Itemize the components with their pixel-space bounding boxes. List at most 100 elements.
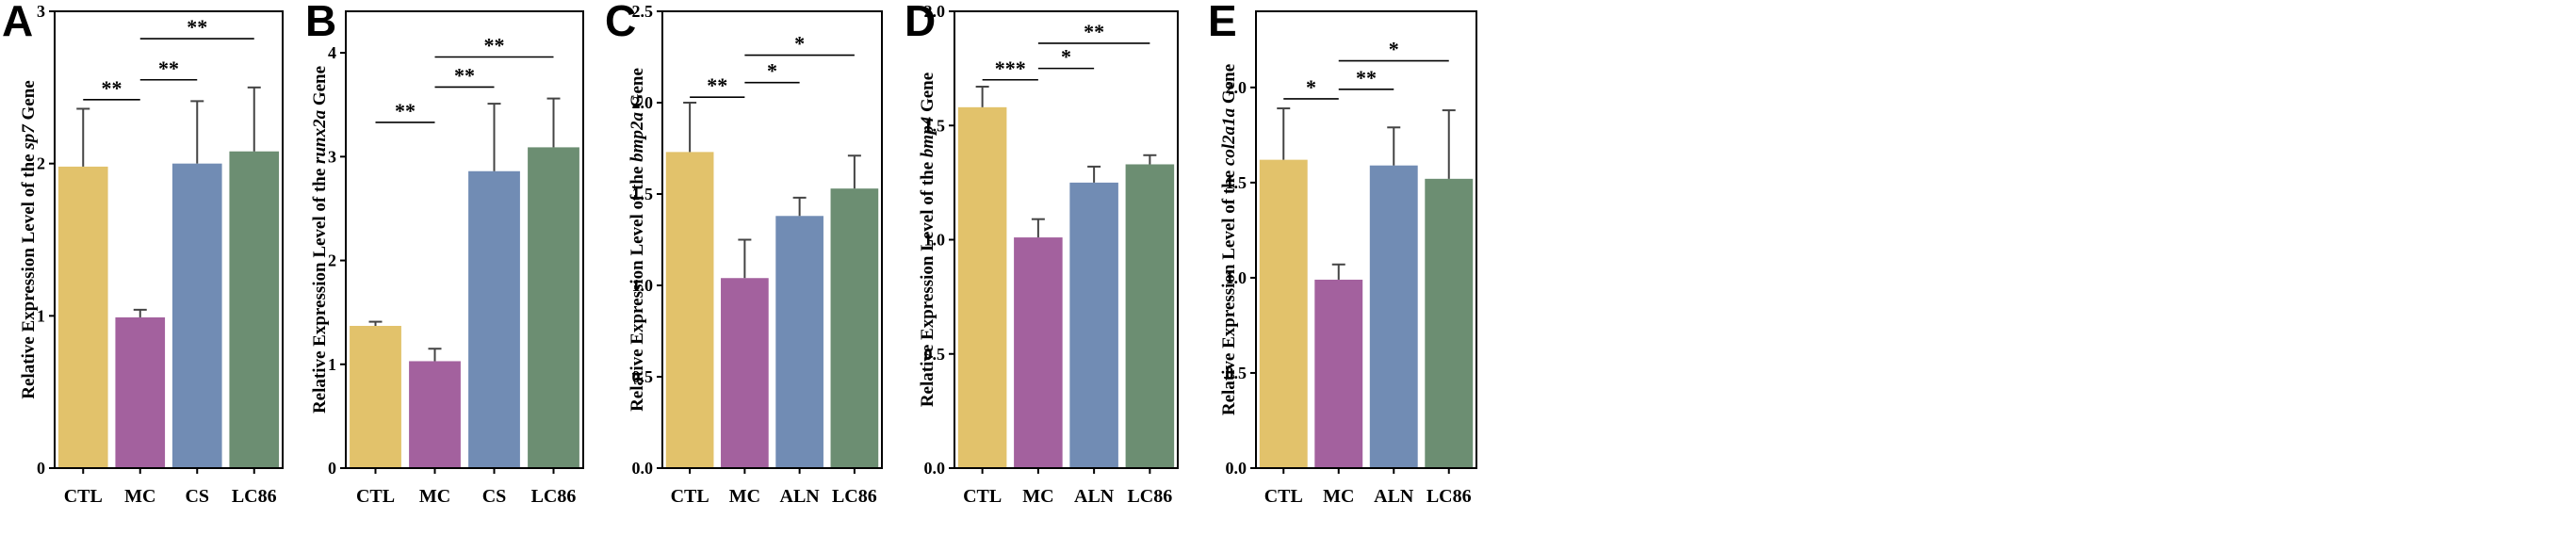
x-tick-label: MC bbox=[1022, 486, 1053, 507]
y-tick-label: 2.0 bbox=[1226, 78, 1247, 97]
panel-a: A 0 1 2 3 CTL MC CS LC86 Relative Expression Leve… bbox=[2, 0, 284, 507]
y-tick-label: 0.5 bbox=[924, 345, 946, 364]
bar-mc bbox=[1314, 279, 1363, 468]
y-tick-label: 0 bbox=[328, 459, 336, 478]
y-axis-label-suffix: Gene bbox=[628, 68, 647, 112]
bar-mc bbox=[115, 316, 166, 468]
x-tick-label: LC86 bbox=[531, 486, 577, 507]
bar-lc86 bbox=[1125, 164, 1175, 468]
x-tick-label: LC86 bbox=[1127, 486, 1172, 507]
bar-ctl bbox=[57, 166, 108, 468]
significance-label: * bbox=[1389, 38, 1399, 61]
y-tick-label: 0.0 bbox=[632, 459, 654, 478]
bar-lc86 bbox=[830, 188, 879, 468]
x-tick-label: ALN bbox=[1074, 486, 1115, 507]
error-bar-mc bbox=[1331, 263, 1345, 280]
y-tick-label: 1.5 bbox=[1226, 173, 1247, 192]
x-tick-label: LC86 bbox=[1427, 486, 1472, 507]
error-bar-cs bbox=[190, 100, 204, 164]
x-tick-label: ALN bbox=[780, 486, 821, 507]
bar-mc bbox=[721, 278, 769, 468]
x-tick-label: CS bbox=[185, 486, 209, 507]
y-axis-label: Relative Expression Level of the runx2a … bbox=[310, 66, 330, 413]
bar-mc bbox=[1014, 237, 1063, 468]
error-bar-ctl bbox=[683, 102, 697, 153]
bar-cs bbox=[468, 170, 520, 468]
y-tick-label: 3 bbox=[328, 147, 336, 166]
y-axis-label-suffix: Gene bbox=[918, 73, 937, 117]
y-tick-label: 1 bbox=[37, 306, 45, 325]
panel-letter: A bbox=[2, 0, 33, 45]
bar-lc86 bbox=[528, 147, 579, 469]
y-axis-label-prefix: Relative Expression Level of the bbox=[310, 164, 330, 413]
x-tick-label: CTL bbox=[671, 486, 709, 507]
y-tick-label: 2.0 bbox=[924, 2, 946, 21]
y-tick-label: 2 bbox=[37, 154, 45, 173]
plot-frame bbox=[54, 10, 284, 469]
bar-aln bbox=[775, 216, 823, 468]
panel-d: D 0.0 0.5 1.0 1.5 2.0 CTL MC ALN LC86 Relative Exp… bbox=[905, 0, 1179, 507]
y-axis-label: Relative Expression Level of the col2a1a… bbox=[1219, 64, 1239, 415]
y-axis-label-prefix: Relative Expression Level of the bbox=[1219, 166, 1239, 415]
x-tick-label: CTL bbox=[64, 486, 103, 507]
x-tick-label: LC86 bbox=[232, 486, 277, 507]
error-bar-lc86 bbox=[546, 97, 561, 148]
error-bar-lc86 bbox=[1442, 109, 1456, 179]
bar-ctl bbox=[665, 152, 714, 468]
error-bar-ctl bbox=[975, 86, 989, 107]
error-bar-ctl bbox=[1277, 107, 1291, 160]
panel-letter: B bbox=[305, 0, 336, 45]
plot-frame bbox=[661, 10, 883, 469]
panel-c: C 0.0 0.5 1.0 1.5 2.0 2.5 CTL MC ALN LC86 Relative … bbox=[605, 0, 883, 507]
significance-label: * bbox=[794, 32, 805, 56]
significance-label: ** bbox=[158, 57, 179, 80]
panel-letter: E bbox=[1208, 0, 1237, 45]
y-axis-label: Relative Expression Level of the bmp4 Ge… bbox=[918, 73, 937, 407]
plot-frame bbox=[1255, 10, 1477, 469]
y-tick-label: 3 bbox=[37, 2, 45, 21]
y-tick-label: 1.0 bbox=[1226, 268, 1247, 287]
y-tick-label: 1.0 bbox=[632, 276, 654, 295]
significance-label: * bbox=[1061, 45, 1071, 69]
y-tick-label: 2.0 bbox=[632, 93, 654, 112]
y-tick-label: 0 bbox=[37, 459, 45, 478]
x-tick-label: ALN bbox=[1374, 486, 1414, 507]
panel-letter: D bbox=[905, 0, 936, 45]
y-tick-label: 1.5 bbox=[632, 185, 654, 203]
y-tick-label: 0.5 bbox=[1226, 364, 1247, 382]
bar-aln bbox=[1069, 182, 1118, 468]
y-tick-label: 0.0 bbox=[1226, 459, 1247, 478]
x-tick-label: MC bbox=[729, 486, 760, 507]
significance-label: ** bbox=[102, 76, 122, 100]
error-bar-cs bbox=[487, 103, 501, 171]
x-tick-label: MC bbox=[124, 486, 155, 507]
bar-lc86 bbox=[1425, 178, 1474, 469]
significance-label: ** bbox=[1356, 66, 1377, 89]
x-tick-label: MC bbox=[1323, 486, 1354, 507]
significance-label: ** bbox=[395, 99, 416, 122]
error-bar-ctl bbox=[368, 320, 383, 326]
y-axis-label-gene: sp7 bbox=[19, 123, 39, 151]
bar-ctl bbox=[957, 106, 1007, 468]
bar-aln bbox=[1369, 165, 1418, 468]
error-bar-mc bbox=[738, 238, 752, 279]
error-bar-mc bbox=[428, 348, 442, 362]
x-tick-label: CTL bbox=[963, 486, 1002, 507]
y-axis-label-gene: col2a1a bbox=[1219, 107, 1239, 166]
error-bar-aln bbox=[792, 196, 807, 217]
error-bar-lc86 bbox=[847, 154, 861, 189]
significance-label: ** bbox=[484, 34, 505, 57]
y-tick-label: 1 bbox=[328, 355, 336, 374]
bar-cs bbox=[171, 163, 222, 468]
error-bar-mc bbox=[133, 308, 147, 317]
y-tick-label: 4 bbox=[328, 43, 336, 62]
x-tick-label: CTL bbox=[356, 486, 395, 507]
x-tick-label: CTL bbox=[1264, 486, 1303, 507]
x-tick-label: MC bbox=[419, 486, 450, 507]
y-axis-label-gene: bmp4 bbox=[918, 117, 937, 157]
y-tick-label: 1.0 bbox=[924, 231, 946, 250]
significance-label: ** bbox=[187, 15, 207, 39]
bar-ctl bbox=[350, 325, 401, 468]
significance-label: * bbox=[1306, 75, 1316, 99]
y-axis-label-suffix: Gene bbox=[310, 66, 330, 110]
